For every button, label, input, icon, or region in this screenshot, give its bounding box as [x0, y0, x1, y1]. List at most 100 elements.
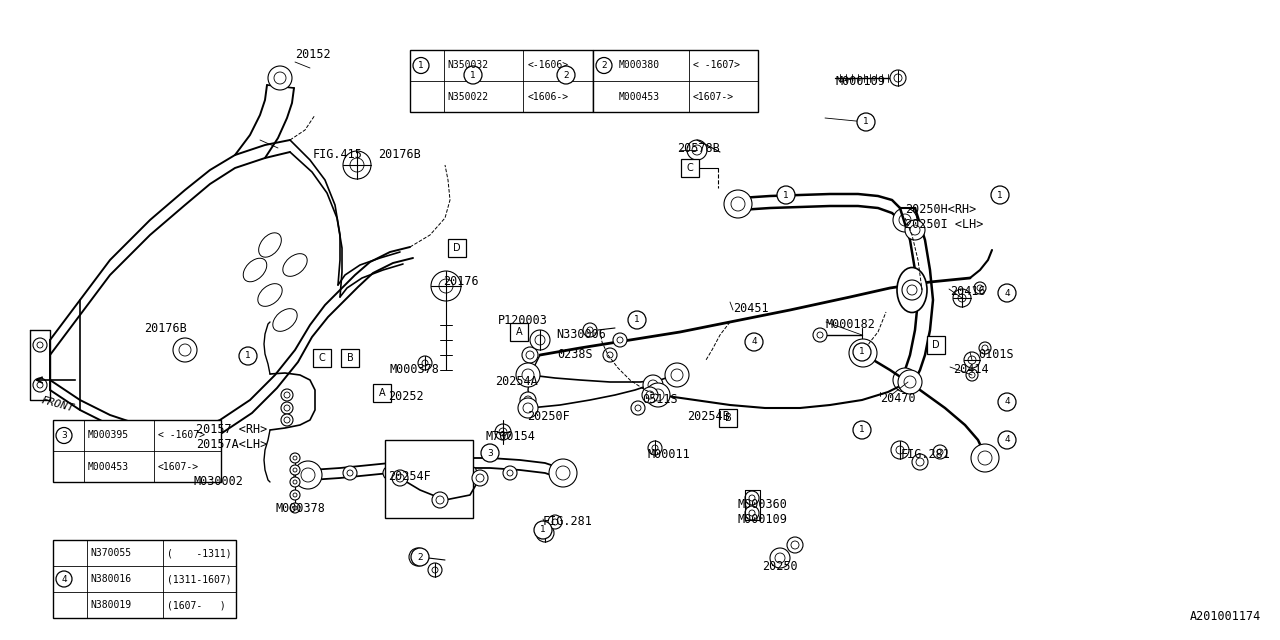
Ellipse shape	[257, 284, 282, 307]
Circle shape	[991, 186, 1009, 204]
Circle shape	[745, 506, 759, 520]
Text: 1: 1	[540, 525, 545, 534]
Bar	[52, 540, 236, 618]
Text: 20157 <RH>: 20157 <RH>	[196, 423, 268, 436]
Text: 20254F: 20254F	[388, 470, 431, 483]
Circle shape	[937, 449, 943, 455]
Circle shape	[648, 441, 662, 455]
Circle shape	[978, 451, 992, 465]
Text: 20176: 20176	[443, 275, 479, 288]
Text: 20250H<RH>: 20250H<RH>	[905, 203, 977, 216]
Circle shape	[904, 376, 916, 388]
Circle shape	[293, 480, 297, 484]
Circle shape	[282, 389, 293, 401]
Text: 3: 3	[61, 431, 67, 440]
Circle shape	[896, 446, 904, 454]
Circle shape	[557, 66, 575, 84]
Circle shape	[524, 396, 532, 404]
Text: 1: 1	[859, 348, 865, 356]
Circle shape	[524, 403, 532, 413]
Circle shape	[552, 519, 558, 525]
Bar	[719, 409, 737, 427]
Text: 20176B: 20176B	[378, 148, 421, 161]
Text: 1: 1	[997, 191, 1002, 200]
Circle shape	[893, 74, 902, 82]
Circle shape	[495, 424, 511, 440]
Circle shape	[467, 470, 474, 476]
Text: 4: 4	[751, 337, 756, 346]
Circle shape	[301, 468, 315, 482]
Circle shape	[463, 466, 477, 480]
Text: 20250: 20250	[762, 560, 797, 573]
Circle shape	[422, 466, 436, 480]
Circle shape	[431, 271, 461, 301]
Text: (1311-1607): (1311-1607)	[166, 574, 232, 584]
Circle shape	[518, 398, 538, 418]
Circle shape	[472, 470, 488, 486]
Circle shape	[293, 468, 297, 472]
Text: <-1606>: <-1606>	[527, 61, 568, 70]
Circle shape	[507, 470, 513, 476]
Circle shape	[522, 347, 538, 363]
Circle shape	[503, 466, 517, 480]
Circle shape	[33, 338, 47, 352]
Circle shape	[933, 445, 947, 459]
Text: 0511S: 0511S	[643, 393, 677, 406]
Text: <1606->: <1606->	[527, 92, 568, 102]
Text: M030002: M030002	[195, 475, 244, 488]
Circle shape	[516, 363, 540, 387]
Circle shape	[964, 352, 980, 368]
Text: N330006: N330006	[556, 328, 605, 341]
Text: C: C	[319, 353, 325, 363]
Ellipse shape	[897, 268, 927, 312]
Text: FRONT: FRONT	[41, 395, 76, 413]
Circle shape	[607, 352, 613, 358]
Circle shape	[282, 402, 293, 414]
Circle shape	[966, 369, 978, 381]
Circle shape	[613, 333, 627, 347]
Circle shape	[646, 383, 669, 407]
Text: 20157A<LH>: 20157A<LH>	[196, 438, 268, 451]
Circle shape	[998, 393, 1016, 411]
Ellipse shape	[243, 258, 266, 282]
Circle shape	[998, 431, 1016, 449]
Circle shape	[392, 470, 408, 486]
Text: < -1607>: < -1607>	[157, 431, 205, 440]
Bar	[927, 336, 945, 354]
Bar	[52, 420, 221, 482]
Text: D: D	[453, 243, 461, 253]
Circle shape	[791, 541, 799, 549]
Circle shape	[891, 441, 909, 459]
Circle shape	[852, 421, 870, 439]
Text: 2: 2	[417, 552, 422, 561]
Text: FIG.281: FIG.281	[543, 515, 593, 528]
Text: 1: 1	[246, 351, 251, 360]
Circle shape	[291, 453, 300, 463]
Circle shape	[282, 414, 293, 426]
Circle shape	[239, 347, 257, 365]
Circle shape	[548, 515, 562, 529]
Text: M000378: M000378	[275, 502, 325, 515]
Circle shape	[410, 548, 428, 566]
Circle shape	[893, 368, 916, 392]
Text: M00011: M00011	[648, 448, 691, 461]
Bar	[340, 349, 358, 367]
Circle shape	[291, 490, 300, 500]
Circle shape	[33, 378, 47, 392]
Circle shape	[969, 372, 975, 378]
Circle shape	[436, 496, 444, 504]
Circle shape	[37, 382, 44, 388]
Circle shape	[631, 401, 645, 415]
Circle shape	[173, 338, 197, 362]
Text: M000453: M000453	[620, 92, 660, 102]
Circle shape	[284, 417, 291, 423]
Circle shape	[899, 370, 922, 394]
Circle shape	[499, 428, 507, 436]
Text: 20254A: 20254A	[495, 375, 538, 388]
Circle shape	[777, 186, 795, 204]
Circle shape	[522, 369, 534, 381]
Circle shape	[652, 389, 664, 401]
Text: A201001174: A201001174	[1190, 610, 1261, 623]
Circle shape	[910, 225, 920, 235]
Circle shape	[383, 466, 397, 480]
